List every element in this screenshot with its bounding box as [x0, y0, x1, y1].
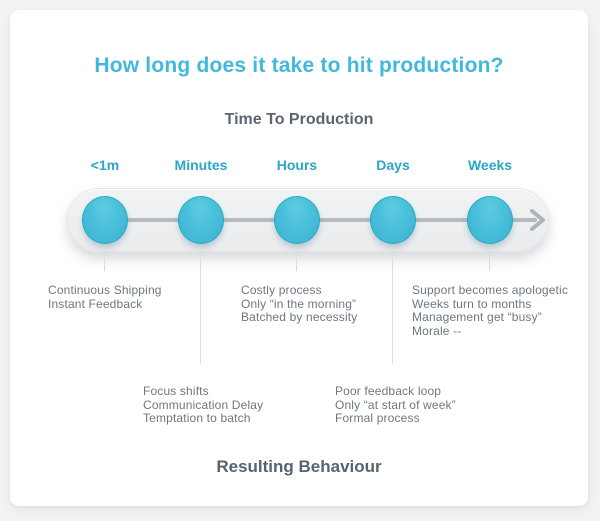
note-line: Only “at start of week”	[335, 397, 456, 412]
note-line: Temptation to batch	[143, 411, 251, 426]
note-line: Morale --	[412, 323, 462, 338]
note-line: Management get “busy”	[412, 310, 542, 325]
connector-line-1m	[104, 252, 105, 271]
note-line: Focus shifts	[143, 384, 209, 398]
stage-label-days: Days	[376, 157, 410, 173]
stage-notes-1m: Continuous Shipping Instant Feedback	[48, 283, 162, 311]
note-line: Instant Feedback	[48, 296, 143, 311]
diagram-card: How long does it take to hit production?…	[10, 10, 588, 506]
note-line: Only “in the morning”	[241, 296, 357, 311]
timeline-node-hours	[274, 196, 320, 244]
note-line: Support becomes apologetic	[412, 283, 568, 297]
connector-line-days	[392, 252, 393, 364]
connector-line-hours	[296, 252, 297, 271]
note-line: Weeks turn to months	[412, 296, 532, 311]
stage-label-weeks: Weeks	[467, 157, 513, 173]
resulting-behaviour-heading: Resulting Behaviour	[216, 457, 382, 476]
note-line: Communication Delay	[143, 397, 264, 412]
stage-label-1m: <1m	[90, 157, 120, 173]
note-line: Batched by necessity	[241, 310, 358, 325]
stage-notes-weeks: Support becomes apologetic Weeks turn to…	[412, 283, 568, 338]
stage-notes-hours: Costly process Only “in the morning” Bat…	[241, 283, 358, 325]
note-line: Costly process	[241, 283, 322, 297]
connector-line-minutes	[200, 252, 201, 364]
connector-line-weeks	[489, 252, 490, 271]
timeline-node-minutes	[178, 196, 224, 244]
time-to-production-heading: Time To Production	[224, 111, 374, 128]
timeline-node-weeks	[467, 196, 513, 244]
timeline-node-1m	[82, 196, 128, 244]
timeline-node-days	[370, 196, 416, 244]
stage-notes-minutes: Focus shifts Communication Delay Temptat…	[143, 384, 264, 426]
arrow-right-icon	[526, 207, 552, 233]
stage-label-minutes: Minutes	[174, 157, 228, 173]
page-title: How long does it take to hit production?	[94, 54, 504, 77]
stage-notes-days: Poor feedback loop Only “at start of wee…	[335, 384, 456, 426]
stage-label-hours: Hours	[276, 157, 318, 173]
timeline-line	[105, 218, 537, 222]
note-line: Formal process	[335, 411, 420, 426]
note-line: Continuous Shipping	[48, 283, 162, 297]
note-line: Poor feedback loop	[335, 384, 442, 398]
